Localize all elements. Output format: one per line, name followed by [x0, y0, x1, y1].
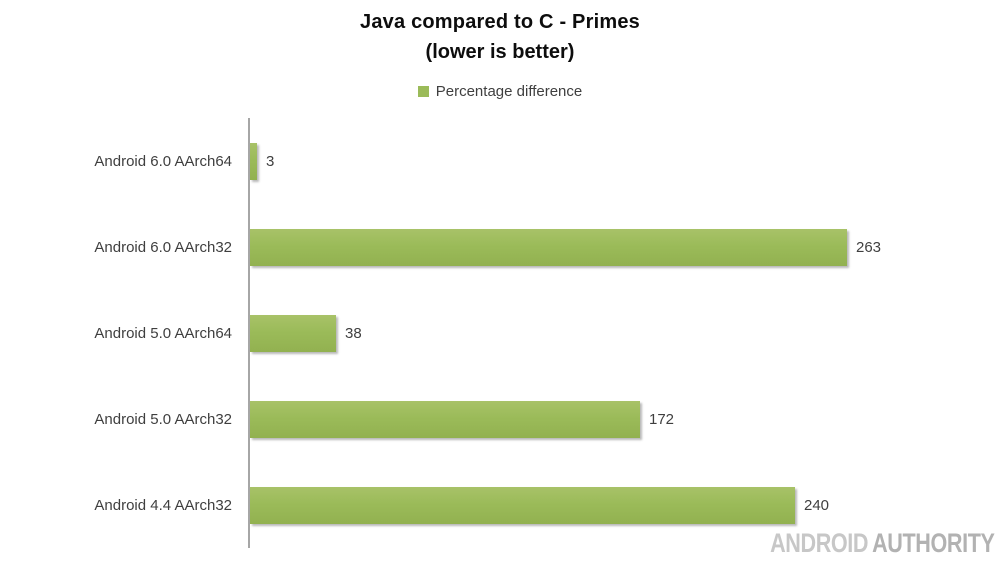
- bar: [250, 142, 257, 180]
- category-label: Android 4.4 AArch32: [94, 496, 232, 514]
- bar: [250, 400, 640, 438]
- bar: [250, 486, 795, 524]
- value-label: 38: [345, 324, 362, 342]
- plot-area: Android 6.0 AArch64 3 Android 6.0 AArch32 2…: [0, 118, 1000, 548]
- chart-row: Android 5.0 AArch32 172: [0, 376, 1000, 462]
- chart-row: Android 5.0 AArch64 38: [0, 290, 1000, 376]
- category-label: Android 6.0 AArch64: [94, 152, 232, 170]
- chart-title: Java compared to C - Primes: [360, 11, 640, 33]
- bar: [250, 314, 336, 352]
- value-label: 3: [266, 152, 275, 170]
- chart-subtitle: (lower is better): [425, 41, 575, 63]
- watermark: ANDROID AUTHORITY: [769, 528, 995, 559]
- category-label: Android 5.0 AArch64: [94, 324, 232, 342]
- legend-swatch-icon: [417, 86, 429, 97]
- watermark-authority: AUTHORITY: [871, 528, 995, 558]
- value-label: 172: [649, 410, 675, 428]
- chart-row: Android 4.4 AArch32 240: [0, 462, 1000, 548]
- legend-label: Percentage difference: [435, 83, 583, 100]
- value-label: 240: [804, 496, 830, 514]
- legend: Percentage difference: [0, 83, 1000, 100]
- watermark-android: ANDROID: [769, 528, 868, 558]
- value-label: 263: [856, 238, 882, 256]
- chart-row: Android 6.0 AArch64 3: [0, 118, 1000, 204]
- bar-rows: Android 6.0 AArch64 3 Android 6.0 AArch32 2…: [0, 118, 1000, 548]
- chart-row: Android 6.0 AArch32 263: [0, 204, 1000, 290]
- bar: [250, 228, 847, 266]
- y-axis-line: [248, 118, 250, 548]
- category-label: Android 5.0 AArch32: [94, 410, 232, 428]
- category-label: Android 6.0 AArch32: [94, 238, 232, 256]
